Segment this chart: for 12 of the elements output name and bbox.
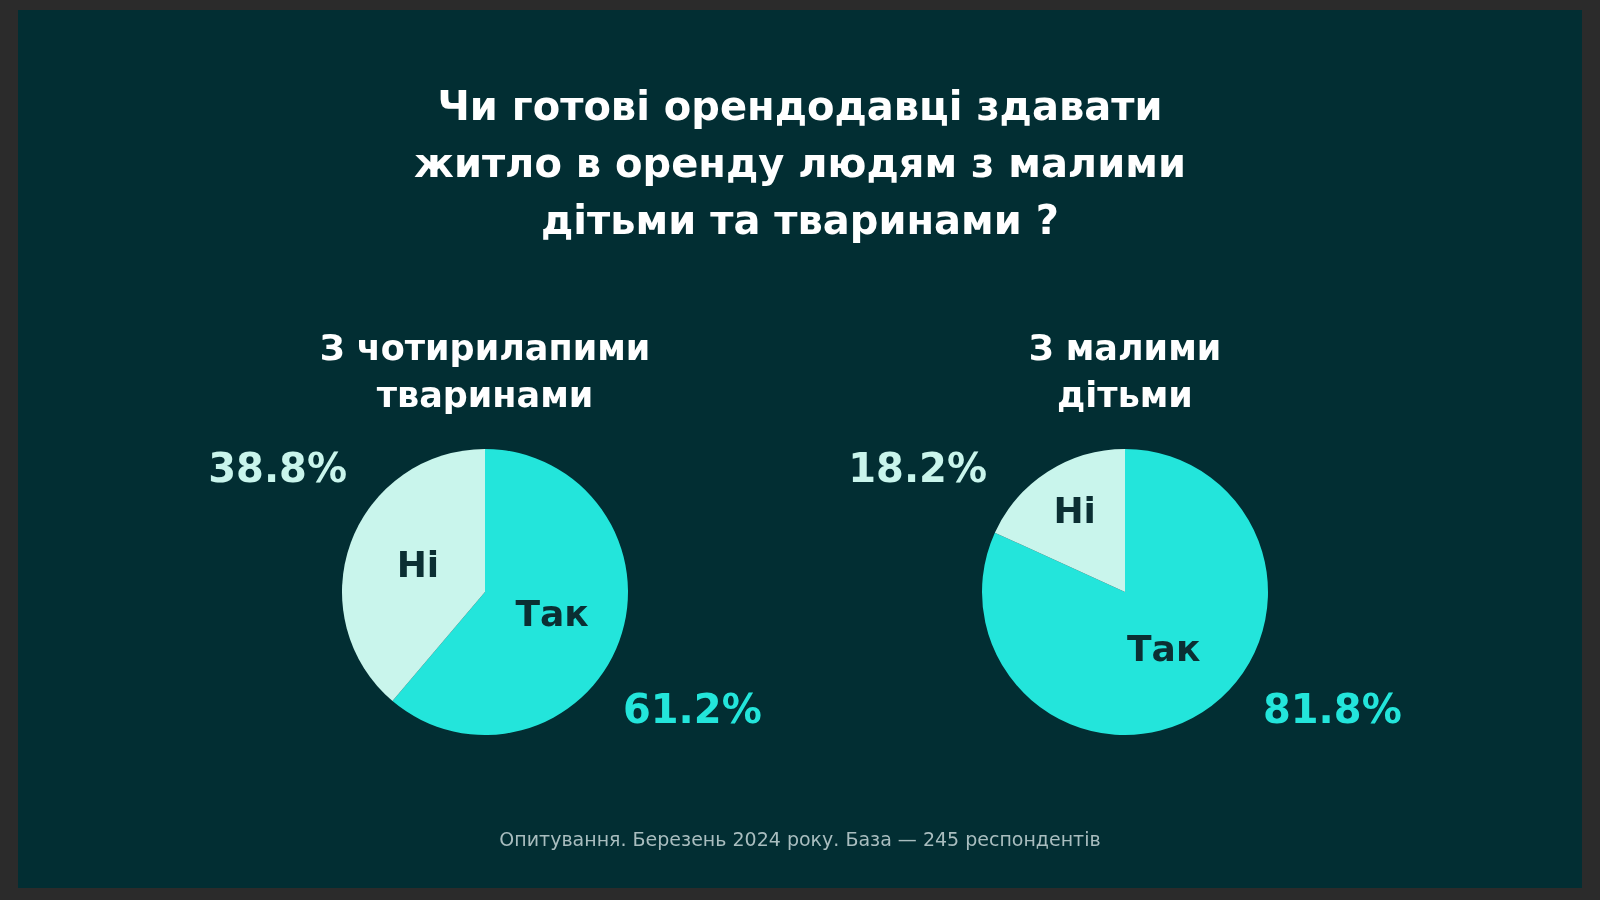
data-label: 61.2%	[622, 685, 762, 732]
chart-subtitle: З чотирилапими тваринами	[318, 327, 652, 417]
data-label: 38.8%	[208, 445, 348, 492]
data-label: 81.8%	[1262, 685, 1402, 732]
text: Опитування. Березень 2024 року. База — 245 респондентів	[498, 828, 1102, 850]
chart-title: Чи готові орендодавці здавати житло в оренду людям з малими дітьми та тваринами ?	[413, 82, 1187, 245]
slice-label: Ні	[1053, 490, 1096, 532]
slice-label: Так	[515, 593, 589, 634]
chart-title: З малими дітьми	[1027, 327, 1223, 417]
slice-label: Ні	[396, 543, 440, 585]
slice-label: Так	[1127, 628, 1201, 670]
data-label: 18.2%	[848, 445, 988, 492]
